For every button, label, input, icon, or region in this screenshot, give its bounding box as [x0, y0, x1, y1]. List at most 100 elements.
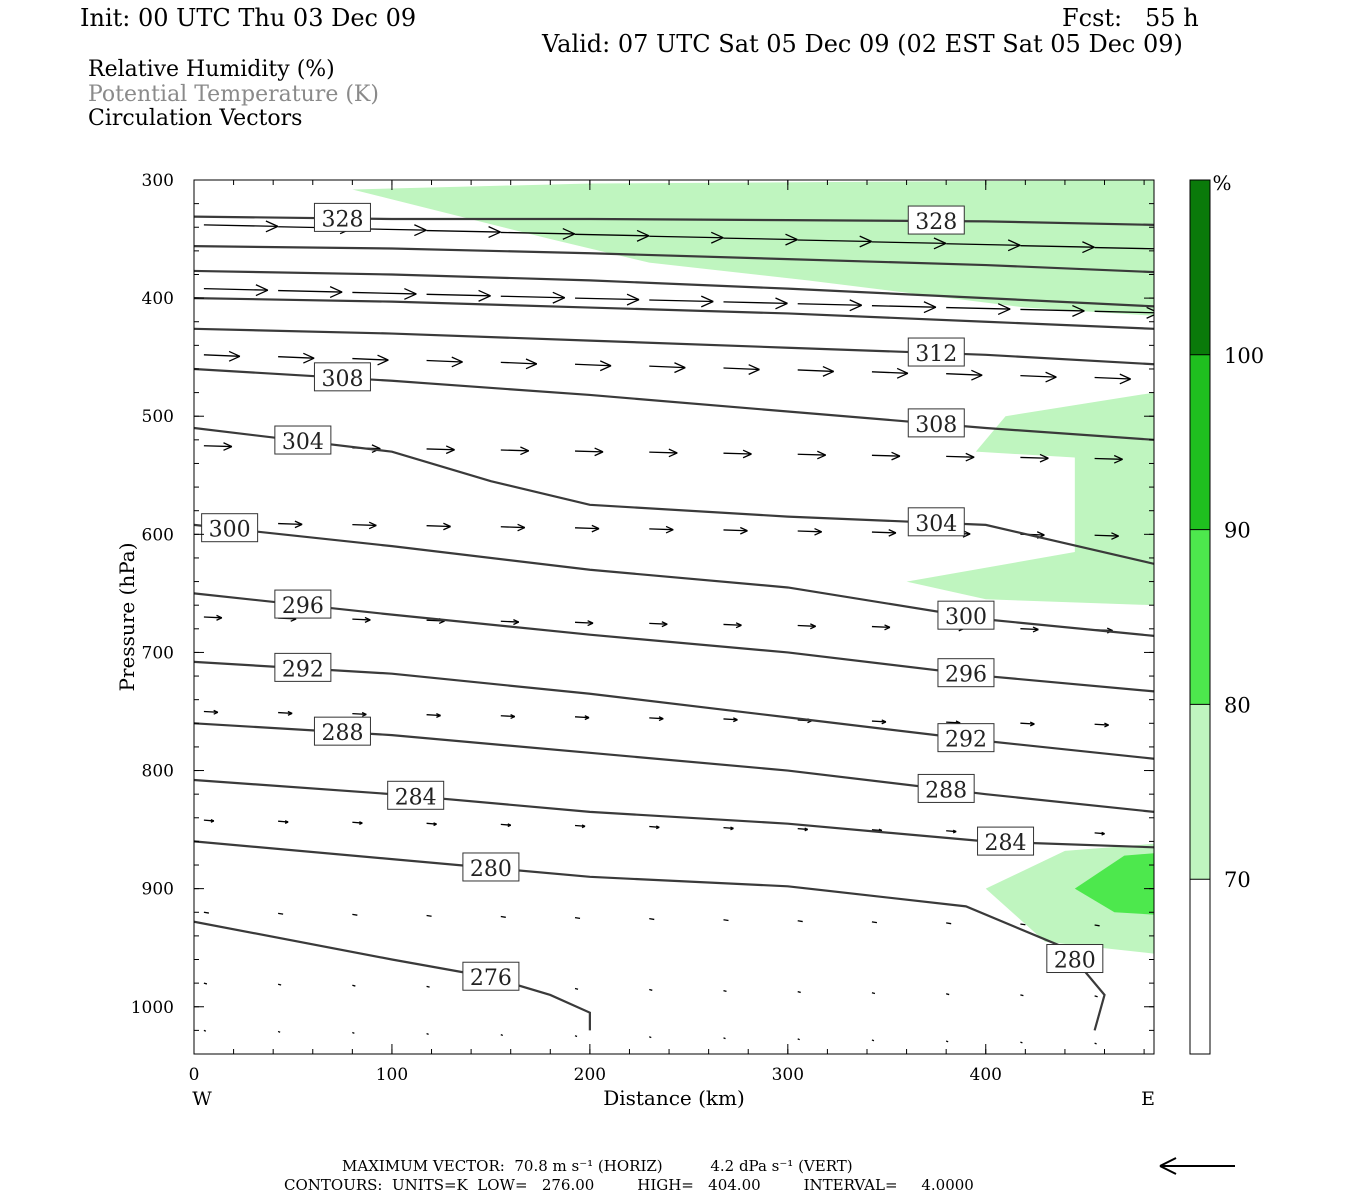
axis-ticks: 300 400 500 600 700 800 900 1000 0 100 200 300 400: [131, 171, 1154, 1085]
circulation-vector: [575, 524, 600, 533]
circulation-vector: [352, 984, 356, 987]
y-tick-label: 500: [142, 407, 174, 427]
circulation-vector: [575, 447, 604, 457]
svg-text:328: 328: [321, 207, 363, 232]
svg-text:292: 292: [282, 657, 324, 682]
circulation-vector: [1094, 373, 1131, 385]
isentrope-296: [194, 592, 1154, 693]
svg-text:304: 304: [282, 430, 324, 455]
circulation-vector: [649, 918, 655, 921]
circulation-vector: [352, 821, 363, 826]
circulation-vector: [500, 1034, 504, 1037]
circulation-vector: [649, 231, 724, 244]
isentrope-label: 304: [274, 425, 332, 455]
svg-text:292: 292: [945, 728, 987, 753]
isentrope-label: 308: [313, 362, 371, 392]
circulation-vector: [797, 450, 826, 460]
circulation-vector: [500, 915, 506, 918]
isentrope-label: 308: [907, 408, 965, 438]
circulation-vector: [203, 709, 219, 715]
x-axis-title: Distance (km): [603, 1086, 745, 1110]
circulation-vector: [500, 227, 576, 240]
circulation-vector: [1094, 306, 1154, 319]
circulation-vector: [426, 985, 430, 988]
circulation-vector: [500, 619, 520, 626]
circulation-vector: [203, 614, 223, 621]
circulation-vector: [797, 1038, 800, 1041]
circulation-vector: [946, 239, 1021, 252]
circulation-vector: [426, 914, 432, 917]
colorbar-level-label: 90: [1224, 519, 1251, 543]
svg-text:328: 328: [915, 210, 957, 235]
circulation-vector: [1020, 304, 1085, 317]
circulation-vector: [649, 295, 714, 308]
circulation-vector: [574, 715, 590, 721]
colorbar-level-label: 80: [1224, 693, 1251, 717]
isentrope-label: 296: [274, 589, 332, 619]
circulation-vector: [203, 1029, 207, 1032]
circulation-vector: [574, 824, 586, 829]
svg-text:280: 280: [470, 857, 512, 882]
y-tick-label: 600: [142, 525, 174, 545]
circulation-vector: [1094, 995, 1098, 998]
svg-text:304: 304: [915, 512, 957, 537]
circulation-vector: [797, 920, 803, 923]
svg-text:296: 296: [282, 594, 324, 619]
circulation-vector: [203, 284, 269, 297]
isentrope-label: 312: [907, 337, 965, 367]
colorbar-segment: [1190, 704, 1210, 880]
circulation-vector: [723, 364, 760, 375]
contour-info: CONTOURS: UNITS=K LOW= 276.00 HIGH= 404.…: [284, 1176, 974, 1194]
circulation-vector: [871, 921, 878, 924]
circulation-vector: [203, 911, 209, 914]
circulation-vector: [946, 922, 952, 925]
circulation-vector: [723, 297, 788, 310]
circulation-vector: [649, 621, 668, 628]
isentrope-292: [194, 660, 1154, 760]
svg-text:308: 308: [915, 413, 957, 438]
isentrope-label: 300: [201, 513, 259, 543]
circulation-vector: [797, 235, 872, 248]
isentrope-label: 288: [313, 716, 371, 746]
forecast-hour: Fcst: 55 h: [1062, 4, 1199, 32]
circulation-vector: [277, 983, 282, 986]
x-tick-label: 200: [574, 1065, 606, 1085]
svg-text:300: 300: [945, 605, 987, 630]
circulation-vector: [723, 233, 798, 246]
circulation-vector: [426, 226, 501, 239]
isentrope-312: [194, 327, 1154, 366]
circulation-vector: [871, 529, 897, 537]
x-tick-label: 400: [970, 1065, 1002, 1085]
circulation-vector: [649, 448, 678, 458]
circulation-vector: [797, 991, 801, 994]
svg-text:300: 300: [209, 518, 251, 543]
circulation-vector: [946, 829, 957, 834]
circulation-vector: [797, 623, 816, 630]
circulation-vector: [500, 291, 566, 304]
circulation-vector: [1094, 454, 1123, 464]
circulation-vector: [946, 369, 983, 381]
circulation-vector: [575, 620, 594, 627]
isentrope-276: [194, 920, 591, 1031]
circulation-vector: [649, 362, 686, 374]
circulation-vector: [352, 1031, 355, 1034]
isentrope-label: 328: [907, 205, 965, 235]
circulation-vector: [352, 521, 377, 530]
circulation-vector: [1020, 994, 1024, 997]
circulation-vector: [426, 356, 463, 368]
circulation-vector: [575, 229, 650, 242]
y-tick-label: 1000: [131, 998, 174, 1018]
circulation-vector: [500, 358, 538, 370]
colorbar-level-label: 100: [1224, 344, 1264, 368]
circulation-vector: [500, 823, 512, 828]
circulation-vector: [1094, 924, 1100, 927]
circulation-vector: [1020, 1041, 1023, 1044]
circulation-vector: [574, 987, 579, 990]
circulation-vector: [352, 616, 371, 623]
y-tick-label: 700: [142, 643, 174, 663]
circulation-vector: [797, 827, 808, 832]
rh-70-region: [906, 392, 1154, 606]
circulation-vector: [871, 451, 901, 461]
colorbar-level-label: 70: [1224, 868, 1251, 892]
circulation-vector: [1094, 722, 1109, 728]
